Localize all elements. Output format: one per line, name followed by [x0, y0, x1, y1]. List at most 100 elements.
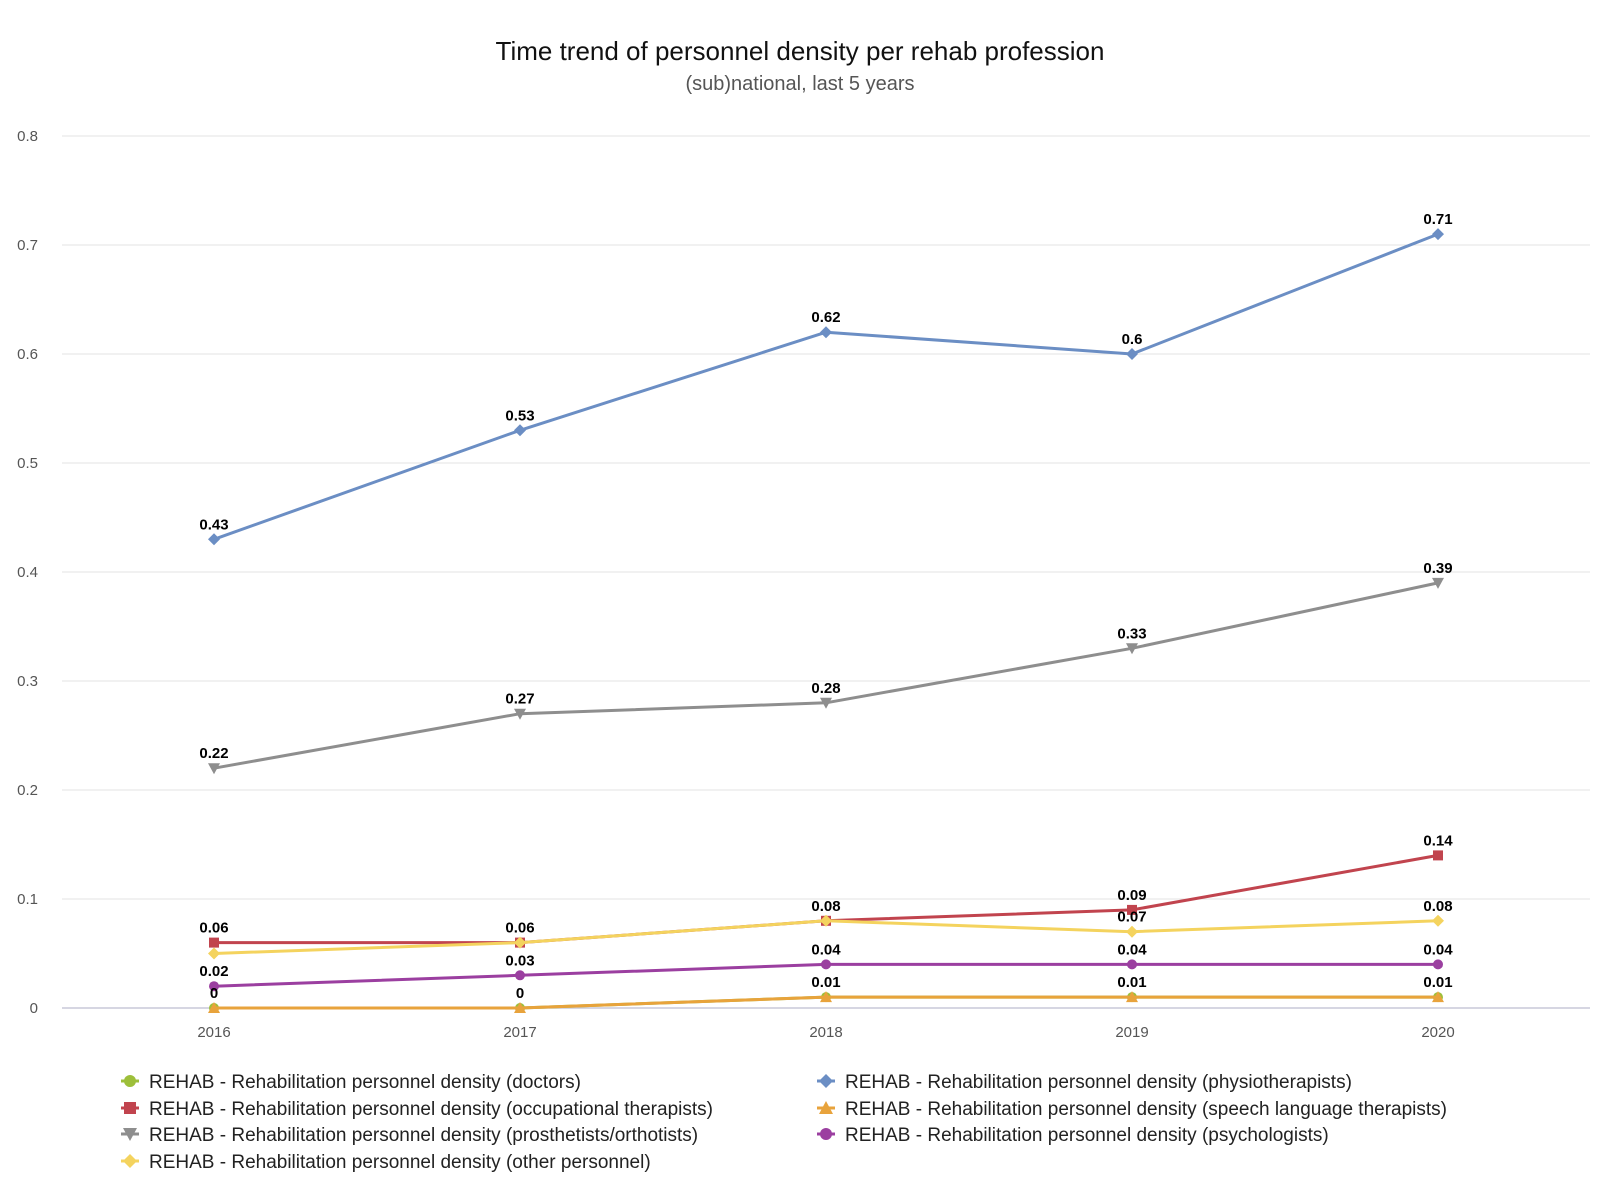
legend-item[interactable]: REHAB - Rehabilitation personnel density… [817, 1099, 1447, 1120]
series-line [213, 581, 1439, 770]
data-label: 0.01 [1423, 974, 1452, 991]
data-point [514, 424, 526, 437]
data-label: 0.27 [505, 691, 534, 708]
legend-label: REHAB - Rehabilitation personnel density… [149, 1125, 698, 1146]
data-point [208, 1002, 220, 1013]
data-point [514, 936, 526, 949]
legend-item[interactable]: REHAB - Rehabilitation personnel density… [817, 1125, 1329, 1146]
data-point [820, 697, 832, 709]
y-tick-label: 0.6 [17, 346, 38, 363]
data-label: 0.01 [1117, 974, 1146, 991]
legend: REHAB - Rehabilitation personnel density… [121, 1072, 1447, 1173]
data-label: 0.62 [811, 309, 840, 326]
series-1 [208, 228, 1444, 546]
data-point [208, 763, 220, 775]
data-label: 0.6 [1122, 331, 1143, 348]
legend-label: REHAB - Rehabilitation personnel density… [845, 1099, 1447, 1120]
data-label: 0.14 [1423, 832, 1453, 849]
data-label: 0.33 [1117, 625, 1146, 642]
data-label: 0.04 [811, 941, 841, 958]
data-point [1433, 850, 1443, 861]
data-point [208, 533, 220, 546]
data-labels: 0 0 0.01 0.01 0.01 0.43 0.53 0.62 0.6 0.71 0.06 0.0… [199, 211, 1453, 1002]
data-point [821, 959, 831, 970]
series-line [213, 232, 1439, 541]
legend-item[interactable]: REHAB - Rehabilitation personnel density… [121, 1125, 698, 1146]
x-tick-label: 2019 [1115, 1024, 1148, 1041]
data-label: 0.71 [1423, 211, 1452, 228]
data-point [514, 1002, 526, 1013]
legend-item[interactable]: REHAB - Rehabilitation personnel density… [121, 1152, 651, 1173]
series-6 [208, 914, 1444, 960]
legend-label: REHAB - Rehabilitation personnel density… [149, 1099, 713, 1120]
data-label: 0.43 [199, 516, 228, 533]
x-tick-label: 2016 [197, 1024, 230, 1041]
data-point [820, 326, 832, 339]
x-axis-ticks: 2016 2017 2018 2019 2020 [197, 1024, 1454, 1041]
y-tick-label: 0.4 [17, 564, 38, 581]
y-tick-label: 0.5 [17, 455, 38, 472]
y-tick-label: 0.2 [17, 782, 38, 799]
y-axis-ticks: 0 0.1 0.2 0.3 0.4 0.5 0.6 0.7 0.8 [17, 128, 38, 1017]
legend-marker [820, 1128, 832, 1140]
data-point [209, 981, 219, 992]
data-label: 0.08 [1423, 898, 1452, 915]
series-5 [209, 959, 1443, 992]
series-lines [208, 228, 1444, 1013]
y-tick-label: 0 [30, 1000, 38, 1017]
data-point [514, 708, 526, 720]
data-label: 0.03 [505, 952, 534, 969]
legend-marker [124, 1075, 136, 1087]
data-point [1432, 228, 1444, 241]
data-label: 0.08 [811, 898, 840, 915]
data-label: 0 [210, 985, 218, 1002]
legend-item[interactable]: REHAB - Rehabilitation personnel density… [817, 1072, 1352, 1093]
data-point [1127, 904, 1137, 915]
series-3 [208, 991, 1444, 1013]
x-tick-label: 2018 [809, 1024, 842, 1041]
x-tick-label: 2017 [503, 1024, 536, 1041]
data-point [1432, 914, 1444, 927]
x-tick-label: 2020 [1421, 1024, 1454, 1041]
legend-label: REHAB - Rehabilitation personnel density… [845, 1125, 1329, 1146]
chart-subtitle: (sub)national, last 5 years [685, 73, 914, 95]
data-label: 0.06 [505, 920, 534, 937]
series-4 [208, 577, 1444, 775]
data-point [208, 947, 220, 960]
data-point [1432, 991, 1444, 1003]
y-tick-label: 0.1 [17, 891, 38, 908]
data-label: 0.22 [199, 745, 228, 762]
data-label: 0.04 [1117, 941, 1147, 958]
data-label: 0.04 [1423, 941, 1453, 958]
legend-label: REHAB - Rehabilitation personnel density… [149, 1072, 581, 1093]
data-point [515, 970, 525, 981]
data-point [1126, 348, 1138, 360]
data-point [1432, 577, 1444, 589]
data-point [1126, 991, 1138, 1003]
legend-marker [123, 1128, 137, 1141]
y-tick-label: 0.7 [17, 237, 38, 254]
data-point [209, 937, 219, 948]
data-label: 0.39 [1423, 560, 1452, 577]
data-point [1433, 959, 1443, 970]
chart-title: Time trend of personnel density per reha… [496, 36, 1105, 66]
y-tick-label: 0.8 [17, 128, 38, 145]
data-point [1126, 643, 1138, 655]
data-label: 0.09 [1117, 887, 1146, 904]
gridlines [62, 135, 1590, 1009]
data-point [820, 991, 832, 1003]
legend-item[interactable]: REHAB - Rehabilitation personnel density… [121, 1072, 581, 1093]
legend-marker [819, 1074, 833, 1088]
data-label: 0.28 [811, 680, 840, 697]
data-label: 0.01 [811, 974, 840, 991]
data-point [1127, 959, 1137, 970]
legend-label: REHAB - Rehabilitation personnel density… [845, 1072, 1352, 1093]
data-label: 0.53 [505, 407, 534, 424]
legend-marker [819, 1101, 833, 1114]
data-label: 0.06 [199, 920, 228, 937]
legend-marker [124, 1102, 136, 1114]
y-tick-label: 0.3 [17, 673, 38, 690]
legend-item[interactable]: REHAB - Rehabilitation personnel density… [121, 1099, 713, 1120]
